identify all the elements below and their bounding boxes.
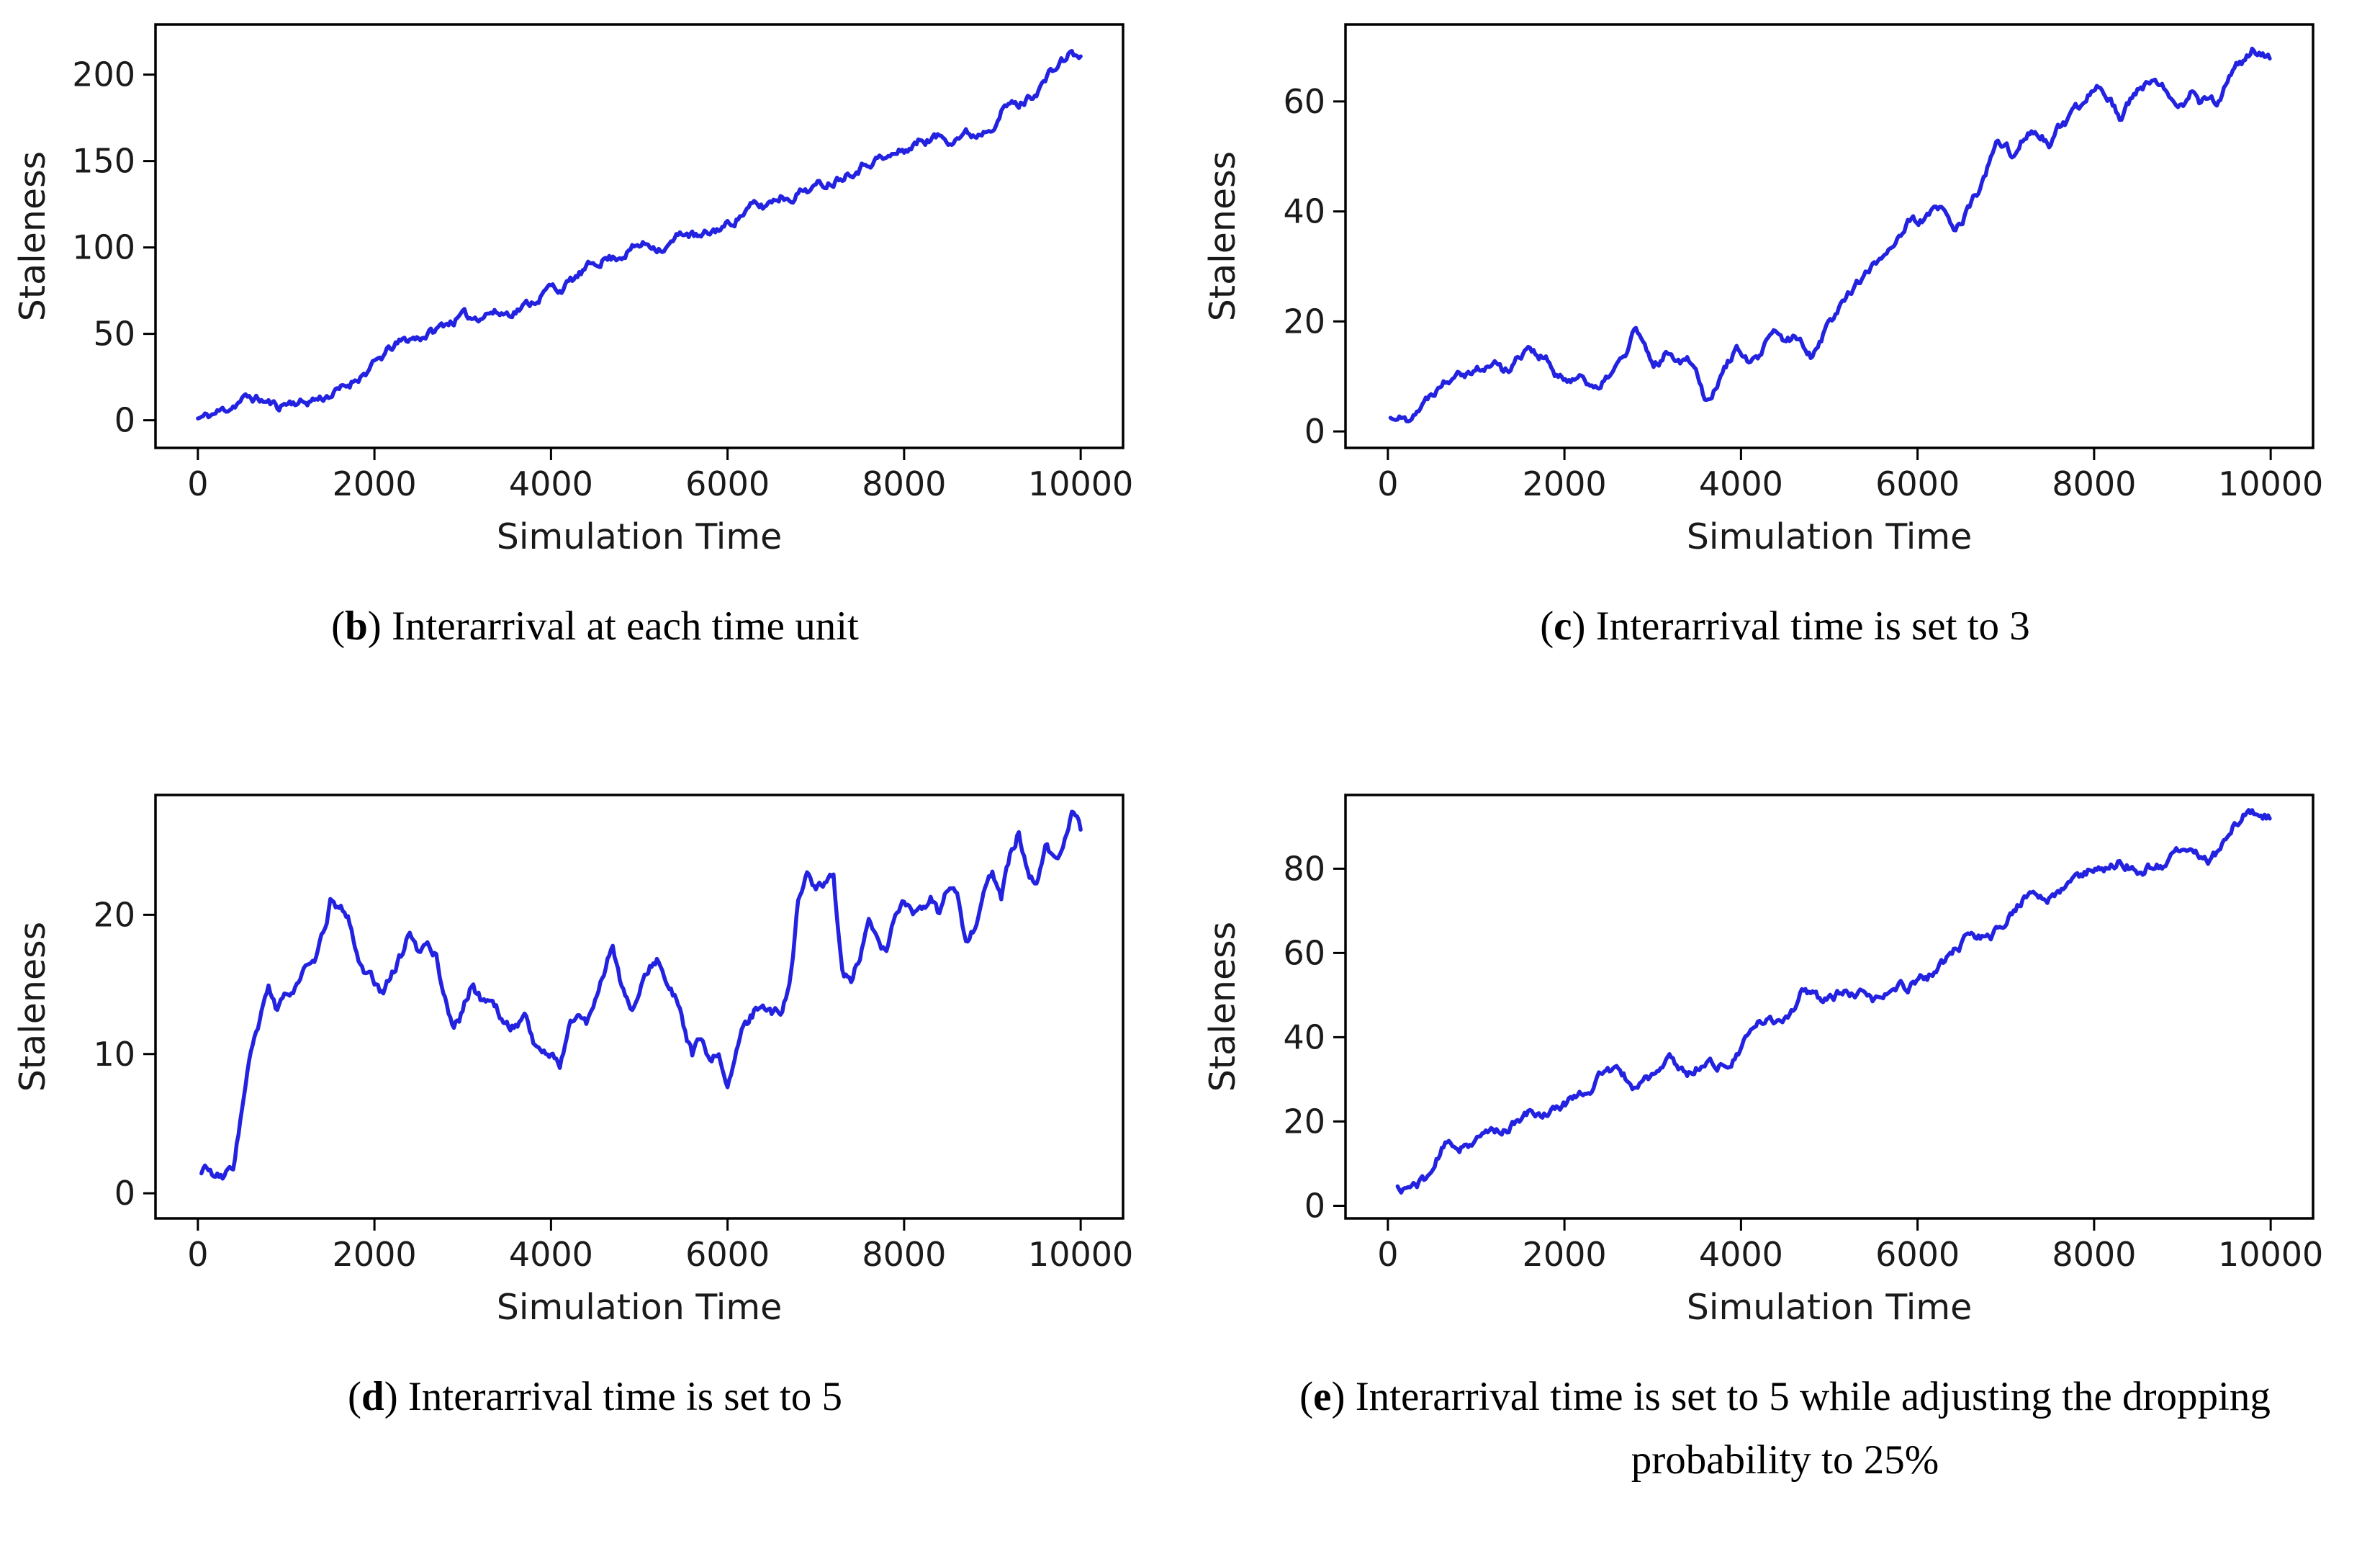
caption-paren-open: ( bbox=[1540, 603, 1554, 649]
caption-d: (d) Interarrival time is set to 5 bbox=[34, 1365, 1157, 1429]
caption-text: Interarrival at each time unit bbox=[392, 603, 859, 649]
plot-border bbox=[1344, 23, 2314, 449]
staleness-chart-d: 0 2000 4000 6000 8000 10000 0 10 20 Simulation Ti… bbox=[12, 794, 1133, 1328]
x-tick-label: 8000 bbox=[862, 464, 946, 503]
y-tick-label: 0 bbox=[114, 1174, 135, 1213]
y-tick-label: 150 bbox=[72, 142, 135, 181]
plot-border bbox=[154, 23, 1124, 449]
staleness-chart-b: 0 2000 4000 6000 8000 10000 0 50 100 150 200 Simula… bbox=[12, 23, 1133, 557]
x-tick-label: 6000 bbox=[1875, 464, 1960, 503]
caption-paren-close: ) bbox=[367, 603, 392, 649]
x-tick-label: 10000 bbox=[2218, 464, 2323, 503]
y-axis-label: Staleness bbox=[1202, 151, 1243, 321]
caption-paren-close: ) bbox=[1331, 1374, 1356, 1419]
staleness-line bbox=[1395, 808, 2272, 1195]
y-tick-label: 40 bbox=[1283, 1017, 1325, 1056]
chart-panel-d: 0 2000 4000 6000 8000 10000 0 10 20 Simulation Ti… bbox=[0, 770, 1190, 1541]
caption-paren-open: ( bbox=[331, 603, 346, 649]
plot-border bbox=[1344, 794, 2314, 1220]
chart-panel-e: 0 2000 4000 6000 8000 10000 0 20 40 60 80 Simulatio… bbox=[1190, 770, 2380, 1541]
caption-paren-close: ) bbox=[384, 1374, 408, 1419]
caption-letter: e bbox=[1313, 1374, 1332, 1419]
x-tick-label: 4000 bbox=[509, 464, 593, 503]
y-tick-label: 0 bbox=[1304, 412, 1325, 451]
x-tick-label: 6000 bbox=[685, 1235, 770, 1274]
caption-text: Interarrival time is set to 5 while adju… bbox=[1355, 1374, 2271, 1483]
y-tick-label: 0 bbox=[1304, 1186, 1325, 1225]
y-tick-label: 0 bbox=[114, 401, 135, 440]
caption-b: (b) Interarrival at each time unit bbox=[34, 595, 1157, 658]
y-tick-label: 80 bbox=[1283, 849, 1325, 888]
x-tick-label: 10000 bbox=[2218, 1235, 2323, 1274]
x-axis-label: Simulation Time bbox=[1687, 1287, 1973, 1328]
y-tick-label: 60 bbox=[1283, 933, 1325, 972]
x-tick-label: 2000 bbox=[333, 1235, 417, 1274]
x-tick-label: 4000 bbox=[1699, 1235, 1783, 1274]
x-tick-label: 0 bbox=[1377, 1235, 1398, 1274]
x-tick-label: 8000 bbox=[2052, 464, 2136, 503]
plot-border bbox=[154, 794, 1124, 1220]
y-axis-label: Staleness bbox=[1202, 922, 1243, 1092]
x-axis-label: Simulation Time bbox=[497, 1287, 783, 1328]
staleness-chart-e: 0 2000 4000 6000 8000 10000 0 20 40 60 80 Simulatio… bbox=[1202, 794, 2323, 1328]
x-tick-label: 8000 bbox=[862, 1235, 946, 1274]
caption-letter: b bbox=[345, 603, 368, 649]
x-tick-label: 4000 bbox=[509, 1235, 593, 1274]
staleness-line bbox=[1388, 46, 2272, 423]
x-tick-label: 4000 bbox=[1699, 464, 1783, 503]
x-tick-label: 10000 bbox=[1028, 464, 1133, 503]
x-tick-label: 2000 bbox=[1523, 464, 1607, 503]
chart-panel-c: 0 2000 4000 6000 8000 10000 0 20 40 60 Simulation … bbox=[1190, 0, 2380, 770]
caption-paren-close: ) bbox=[1572, 603, 1596, 649]
staleness-chart-c: 0 2000 4000 6000 8000 10000 0 20 40 60 Simulation … bbox=[1202, 23, 2323, 557]
caption-e: (e) Interarrival time is set to 5 while … bbox=[1253, 1365, 2318, 1493]
caption-letter: c bbox=[1554, 603, 1572, 649]
x-tick-label: 0 bbox=[1377, 464, 1398, 503]
x-tick-label: 2000 bbox=[333, 464, 417, 503]
caption-c: (c) Interarrival time is set to 3 bbox=[1224, 595, 2347, 658]
y-tick-label: 60 bbox=[1283, 82, 1325, 121]
x-tick-label: 0 bbox=[187, 1235, 208, 1274]
chart-panel-b: 0 2000 4000 6000 8000 10000 0 50 100 150 200 Simula… bbox=[0, 0, 1190, 770]
y-tick-label: 20 bbox=[1283, 1102, 1325, 1141]
x-axis-label: Simulation Time bbox=[1687, 516, 1973, 557]
x-tick-label: 0 bbox=[187, 464, 208, 503]
y-tick-label: 50 bbox=[93, 315, 135, 354]
y-axis-label: Staleness bbox=[12, 151, 53, 321]
caption-text: Interarrival time is set to 5 bbox=[407, 1374, 842, 1419]
y-axis-label: Staleness bbox=[12, 922, 53, 1092]
y-tick-label: 10 bbox=[93, 1035, 135, 1074]
staleness-line bbox=[196, 48, 1083, 421]
y-tick-label: 100 bbox=[72, 228, 135, 267]
x-tick-label: 6000 bbox=[685, 464, 770, 503]
y-tick-label: 20 bbox=[93, 895, 135, 934]
caption-text: Interarrival time is set to 3 bbox=[1595, 603, 2030, 649]
caption-paren-open: ( bbox=[348, 1374, 361, 1419]
x-tick-label: 6000 bbox=[1875, 1235, 1960, 1274]
y-tick-label: 200 bbox=[72, 55, 135, 94]
y-tick-label: 20 bbox=[1283, 302, 1325, 341]
y-tick-label: 40 bbox=[1283, 192, 1325, 231]
x-axis-label: Simulation Time bbox=[497, 516, 783, 557]
x-tick-label: 10000 bbox=[1028, 1235, 1133, 1274]
caption-letter: d bbox=[361, 1374, 384, 1419]
caption-paren-open: ( bbox=[1299, 1374, 1314, 1419]
staleness-line bbox=[199, 809, 1083, 1181]
x-tick-label: 2000 bbox=[1523, 1235, 1607, 1274]
x-tick-label: 8000 bbox=[2052, 1235, 2136, 1274]
